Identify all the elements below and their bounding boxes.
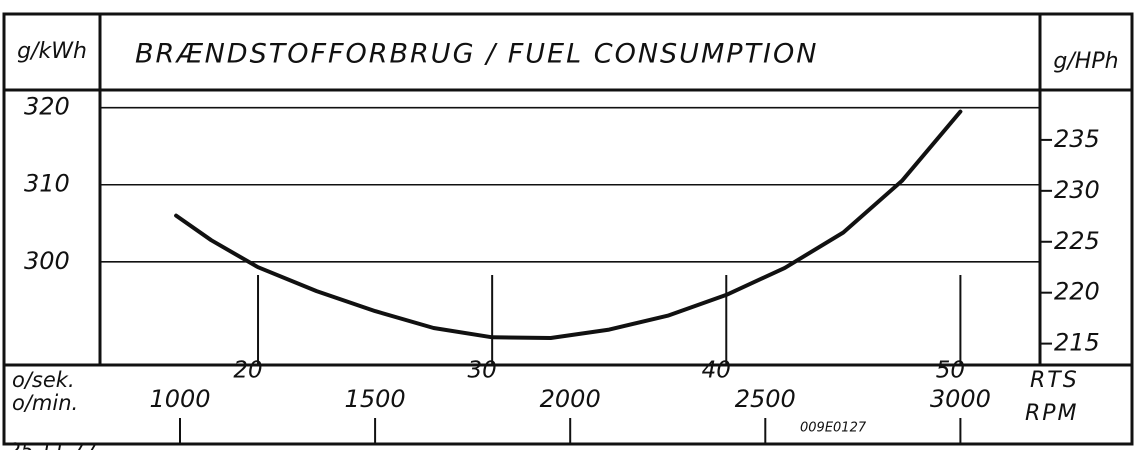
y-axis-label: g/kWh [17,39,87,64]
y-tick-label: 320 [24,93,70,121]
x-tick-label: 30 [468,358,497,384]
x2-axis-label: o/min. [12,391,78,415]
x2-axis-unit: RPM [1025,401,1079,426]
x2-tick-label: 2500 [735,385,796,413]
chart-title: BRÆNDSTOFFORBRUG / FUEL CONSUMPTION [135,39,818,70]
x2-tick-label: 1500 [345,385,406,413]
y2-tick-label: 225 [1054,227,1100,255]
x-tick-label: 40 [702,358,731,384]
y-tick-label: 310 [24,170,70,198]
date: 25.11.77 [8,439,97,450]
y2-tick-label: 220 [1054,278,1100,306]
drawing-code: 009E0127 [800,421,867,436]
x2-tick-label: 1000 [149,385,210,413]
outer-frame [2,12,1134,446]
x-tick-label: 20 [233,358,262,384]
fuel-curve [174,109,963,340]
y2-tick-label: 235 [1054,125,1100,153]
y2-tick-label: 215 [1054,329,1100,357]
x-axis-unit: RTS [1030,368,1079,393]
y-tick-label: 300 [24,247,70,275]
x2-tick-label: 3000 [930,385,991,413]
x2-tick-label: 2000 [540,385,601,413]
y2-tick-label: 230 [1054,176,1100,204]
x-axis-label: o/sek. [12,368,75,392]
x-tick-label: 50 [936,358,965,384]
y2-axis-label: g/HPh [1053,49,1118,74]
